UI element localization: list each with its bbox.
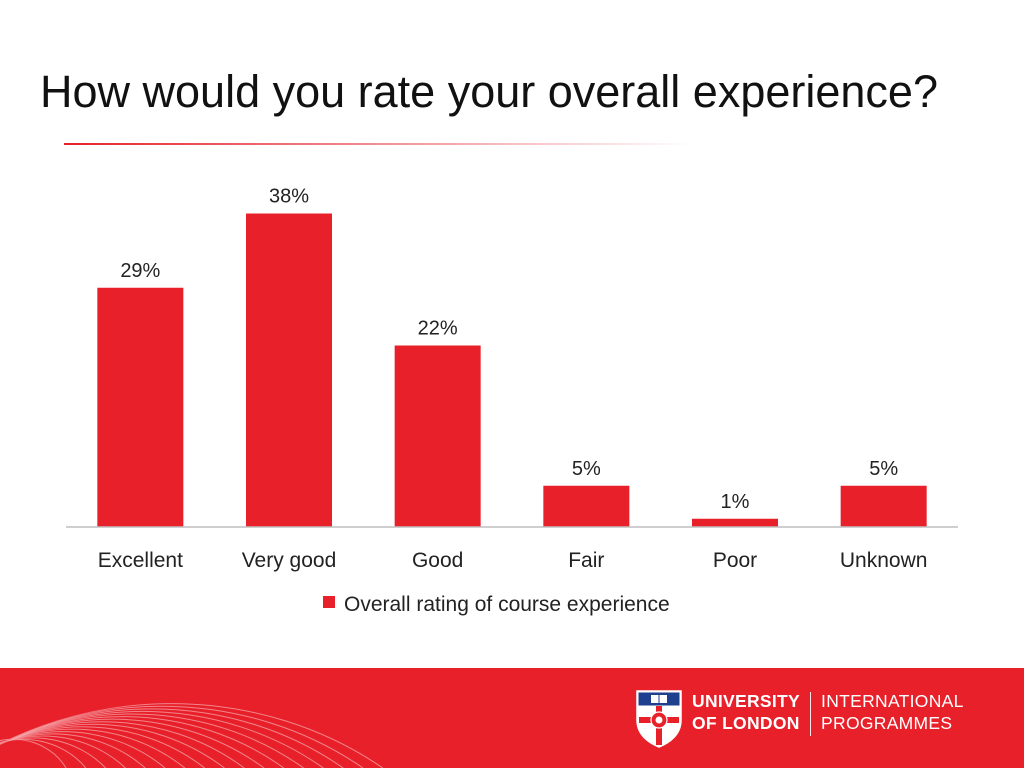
footer-arc <box>0 738 87 768</box>
category-label-good: Good <box>412 549 463 572</box>
logo-divider <box>810 692 812 736</box>
category-label-very-good: Very good <box>242 549 337 572</box>
footer-arc <box>0 709 334 768</box>
footer-arc <box>0 719 255 768</box>
bar-excellent <box>97 287 184 527</box>
bar-very-good <box>246 213 332 527</box>
footer-arc <box>0 716 285 768</box>
footer-arc <box>0 729 176 768</box>
footer-arc <box>0 731 166 768</box>
data-label-unknown: 5% <box>869 458 898 480</box>
footer-arc <box>0 739 77 768</box>
footer-arc <box>0 727 196 768</box>
data-label-poor: 1% <box>721 491 750 513</box>
category-label-excellent: Excellent <box>98 549 183 572</box>
category-labels-layer: Excellent Very good Good Fair Poor Unknown <box>98 549 928 572</box>
university-logo: UNIVERSITY OF LONDON INTERNATIONAL PROGR… <box>636 690 964 750</box>
data-label-good: 22% <box>418 318 458 340</box>
logo-line-university: UNIVERSITY <box>692 691 801 711</box>
bar-poor <box>692 518 778 527</box>
footer-arc <box>0 705 364 768</box>
footer-arc <box>0 724 215 768</box>
footer-arc <box>0 736 116 768</box>
footer-arc <box>0 721 245 768</box>
footer-arc <box>0 714 294 768</box>
logo-line-programmes: PROGRAMMES <box>821 713 953 733</box>
bars-layer <box>97 213 927 527</box>
data-label-very-good: 38% <box>269 186 309 208</box>
category-label-poor: Poor <box>713 549 757 572</box>
data-label-fair: 5% <box>572 458 601 480</box>
footer-arc <box>0 713 304 768</box>
legend-label: Overall rating of course experience <box>344 593 670 616</box>
footer-arc <box>0 726 205 768</box>
footer-arc <box>0 738 67 768</box>
footer-arc <box>0 704 374 768</box>
footer-wave-pattern <box>0 701 393 768</box>
footer-arc <box>0 718 265 768</box>
data-labels-layer: 29% 38% 22% 5% 1% 5% <box>120 186 898 513</box>
footer-arc <box>0 723 225 768</box>
logo-line-of-london: OF LONDON <box>692 713 800 733</box>
footer-arc <box>0 728 186 768</box>
category-label-fair: Fair <box>568 549 604 572</box>
bar-good <box>394 345 481 527</box>
footer-arc <box>0 734 136 768</box>
footer-arc <box>0 710 324 768</box>
footer-arc <box>0 733 146 768</box>
bar-unknown <box>840 485 927 527</box>
slide-title: How would you rate your overall experien… <box>40 66 938 117</box>
data-label-excellent: 29% <box>120 260 160 282</box>
footer-arc <box>0 737 106 768</box>
footer-arc <box>0 735 126 768</box>
bar-chart: 29% 38% 22% 5% 1% 5% Excellent Very good Good Fa… <box>66 186 958 616</box>
footer-arc <box>0 701 393 768</box>
legend-swatch <box>323 596 335 608</box>
category-label-unknown: Unknown <box>840 549 928 572</box>
footer-arc <box>0 703 384 768</box>
footer-arc <box>0 707 354 768</box>
legend: Overall rating of course experience <box>323 593 670 616</box>
footer-arc <box>0 732 156 768</box>
shield-icon <box>636 690 682 748</box>
footer-arc <box>0 708 344 768</box>
programme-name: INTERNATIONAL PROGRAMMES <box>821 690 964 734</box>
footer-arc <box>0 717 275 768</box>
footer-band <box>0 668 1024 768</box>
footer-arc <box>0 738 97 768</box>
title-divider <box>64 143 694 145</box>
footer-arc <box>0 712 314 768</box>
footer-arc <box>0 722 235 768</box>
bar-fair <box>543 485 630 527</box>
university-name: UNIVERSITY OF LONDON <box>692 690 800 734</box>
logo-line-international: INTERNATIONAL <box>821 691 964 711</box>
